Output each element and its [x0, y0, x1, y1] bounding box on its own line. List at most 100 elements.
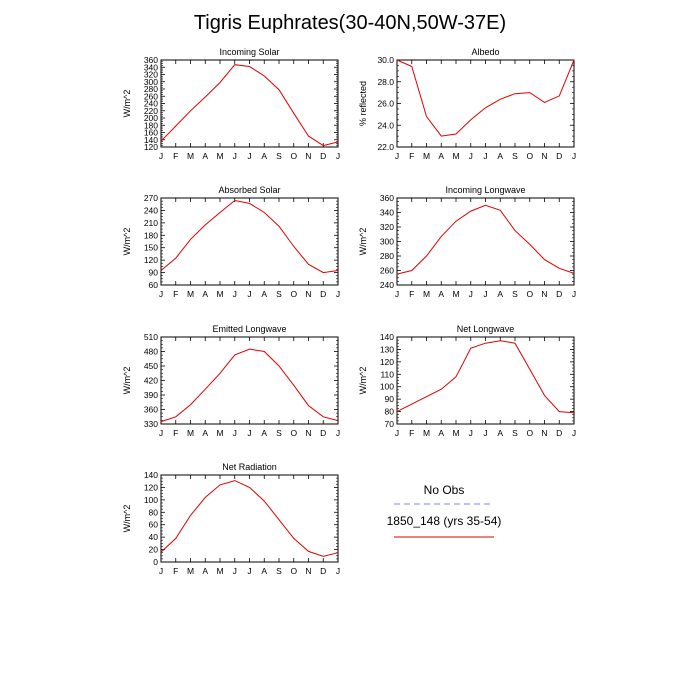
y-tick-label: 300 [144, 77, 158, 87]
y-axis-label: W/m^2 [358, 228, 368, 256]
y-tick-label: 80 [149, 507, 159, 517]
x-tick-label: O [290, 566, 297, 576]
x-tick-label: N [305, 289, 311, 299]
y-tick-label: 210 [144, 218, 158, 228]
x-tick-label: D [556, 151, 562, 161]
series-line [160, 480, 339, 557]
series-line [396, 340, 575, 414]
y-tick-label: 120 [144, 482, 158, 492]
y-tick-label: 120 [144, 255, 158, 265]
y-tick-label: 140 [380, 332, 394, 342]
x-tick-label: J [336, 151, 340, 161]
y-tick-label: 180 [144, 230, 158, 240]
x-tick-label: A [497, 428, 503, 438]
x-tick-label: A [438, 428, 444, 438]
x-tick-label: O [290, 151, 297, 161]
panel-2: Absorbed Solar W/m^2 60 90 120 150 180 210 240 27… [122, 185, 340, 299]
x-tick-label: J [469, 151, 473, 161]
x-tick-label: F [173, 428, 178, 438]
x-tick-label: J [395, 289, 399, 299]
x-tick-label: J [159, 289, 163, 299]
x-tick-label: A [497, 151, 503, 161]
y-tick-label: 280 [144, 84, 158, 94]
x-tick-label: A [202, 151, 208, 161]
y-tick-label: 120 [144, 142, 158, 152]
x-tick-label: O [526, 151, 533, 161]
panel-title: Incoming Solar [219, 47, 279, 57]
x-tick-label: S [276, 566, 282, 576]
x-tick-label: J [572, 151, 576, 161]
x-tick-label: M [216, 289, 223, 299]
y-axis-label: W/m^2 [122, 228, 132, 256]
panel-frame [160, 336, 339, 425]
x-tick-label: A [202, 566, 208, 576]
y-tick-label: 390 [144, 390, 158, 400]
x-tick-label: D [556, 428, 562, 438]
x-tick-label: J [233, 151, 237, 161]
y-axis-label: W/m^2 [122, 367, 132, 395]
x-tick-label: F [409, 151, 414, 161]
panel-frame [396, 197, 575, 286]
y-tick-label: 340 [144, 62, 158, 72]
x-tick-label: S [276, 289, 282, 299]
x-tick-label: F [173, 566, 178, 576]
x-tick-label: N [305, 566, 311, 576]
y-tick-label: 260 [380, 266, 394, 276]
x-tick-label: M [216, 566, 223, 576]
x-tick-label: A [438, 151, 444, 161]
x-tick-label: N [541, 428, 547, 438]
x-tick-label: J [395, 428, 399, 438]
y-tick-label: 130 [380, 344, 394, 354]
y-tick-label: 180 [144, 120, 158, 130]
y-tick-label: 90 [385, 394, 395, 404]
y-tick-label: 150 [144, 243, 158, 253]
x-tick-label: J [159, 428, 163, 438]
y-tick-label: 340 [380, 208, 394, 218]
x-tick-label: M [216, 151, 223, 161]
panel-title: Absorbed Solar [218, 185, 280, 195]
y-tick-label: 20 [149, 545, 159, 555]
y-tick-label: 40 [149, 532, 159, 542]
x-tick-label: A [202, 428, 208, 438]
x-tick-label: O [526, 289, 533, 299]
x-tick-label: J [336, 428, 340, 438]
x-tick-label: M [452, 428, 459, 438]
y-tick-label: 240 [144, 205, 158, 215]
y-tick-label: 420 [144, 376, 158, 386]
series-line [160, 348, 339, 423]
panel-title: Albedo [471, 47, 499, 57]
x-tick-label: S [512, 428, 518, 438]
y-tick-label: 90 [149, 268, 159, 278]
panel-title: Incoming Longwave [445, 185, 525, 195]
x-tick-label: M [187, 289, 194, 299]
x-tick-label: F [409, 428, 414, 438]
x-tick-label: J [247, 428, 251, 438]
x-tick-label: F [173, 289, 178, 299]
x-tick-label: N [541, 151, 547, 161]
x-tick-label: M [216, 428, 223, 438]
x-tick-label: S [276, 428, 282, 438]
x-tick-label: J [233, 428, 237, 438]
panel-frame [160, 59, 339, 148]
y-axis-label: W/m^2 [122, 90, 132, 118]
y-tick-label: 22.0 [377, 142, 394, 152]
x-tick-label: A [497, 289, 503, 299]
x-tick-label: M [187, 566, 194, 576]
x-tick-label: D [320, 151, 326, 161]
y-tick-label: 60 [149, 280, 159, 290]
x-tick-label: M [452, 151, 459, 161]
y-tick-label: 450 [144, 361, 158, 371]
series-line [160, 64, 339, 147]
series-line [396, 59, 575, 137]
x-tick-label: J [469, 428, 473, 438]
x-tick-label: F [173, 151, 178, 161]
y-tick-label: 120 [380, 357, 394, 367]
x-tick-label: J [572, 428, 576, 438]
y-tick-label: 510 [144, 332, 158, 342]
y-tick-label: 330 [144, 419, 158, 429]
x-tick-label: A [438, 289, 444, 299]
x-tick-label: J [247, 566, 251, 576]
x-tick-label: S [276, 151, 282, 161]
x-tick-label: J [233, 289, 237, 299]
